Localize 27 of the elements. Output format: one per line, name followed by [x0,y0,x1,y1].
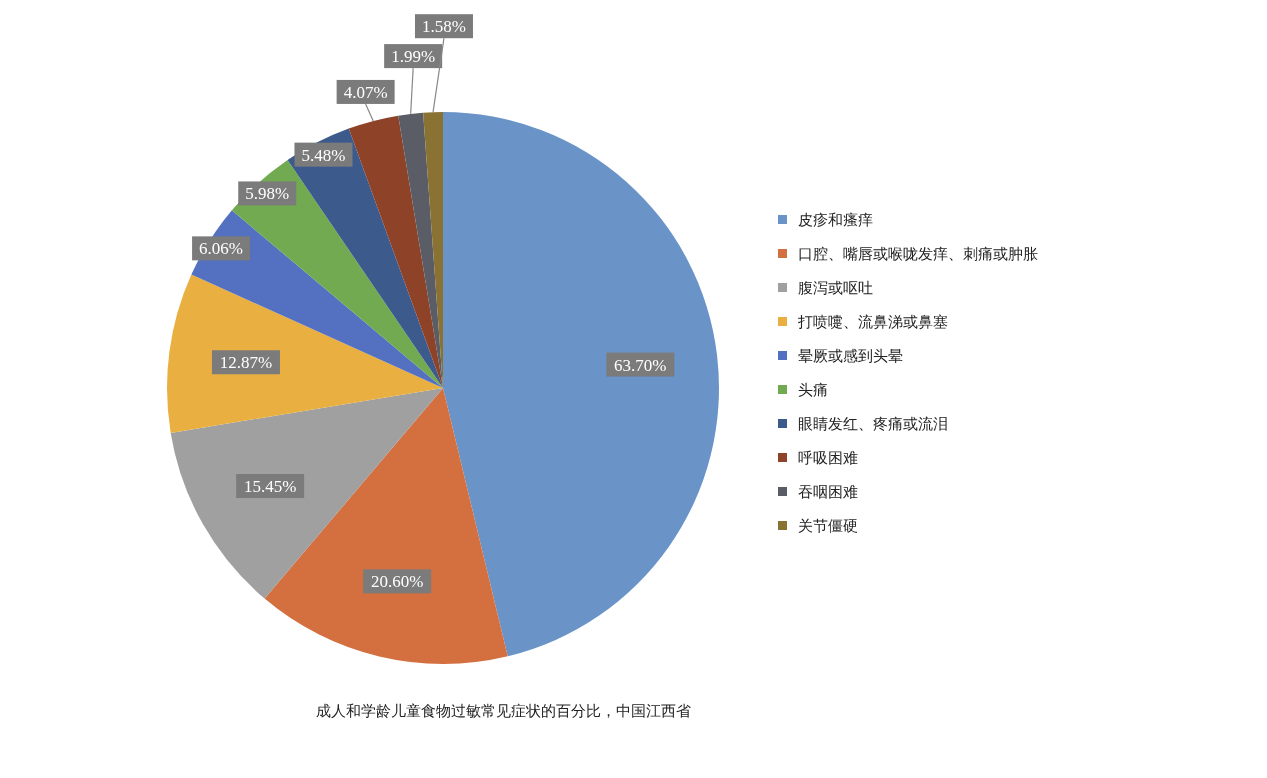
legend-label: 头痛 [798,381,828,399]
data-label: 12.87% [219,353,273,373]
legend-label: 关节僵硬 [798,517,858,535]
data-label: 20.60% [370,572,424,592]
text: 成人和学龄儿童食物过敏常见症状的百分比，中国江西省 [315,702,691,720]
data-label: 15.45% [243,477,297,497]
data-label: 5.98% [245,184,290,204]
pie-slice [348,115,443,388]
pie-slice [191,210,443,388]
pie-slice [398,112,443,388]
legend-label: 晕厥或感到头晕 [798,347,903,365]
pie-slice [170,388,443,599]
legend-label: 眼睛发红、疼痛或流泪 [798,415,948,433]
data-label: 1.99% [391,47,436,67]
legend-label: 皮疹和瘙痒 [798,211,873,229]
pie-slice [443,112,719,657]
legend-label: 腹泻或呕吐 [798,279,873,297]
data-label: 63.70% [614,355,667,375]
data-label: 1.58% [422,17,466,37]
data-label: 5.48% [301,145,346,165]
data-label: 4.07% [343,82,388,102]
legend-label: 吞咽困难 [798,483,858,501]
legend-label: 呼吸困难 [798,449,858,467]
data-label: 6.06% [199,239,244,259]
legend-label: 打喷嚏、流鼻涕或鼻塞 [797,313,948,331]
legend-label: 口腔、嘴唇或喉咙发痒、刺痛或肿胀 [798,245,1038,263]
pie-slice [167,274,443,433]
